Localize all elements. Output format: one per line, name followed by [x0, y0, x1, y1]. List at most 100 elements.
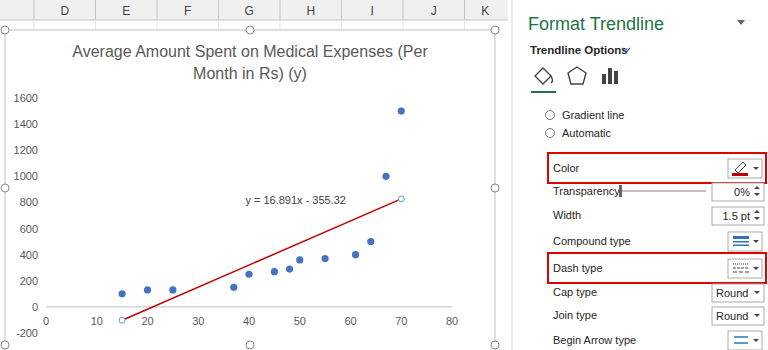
- property-label: Compound type: [553, 235, 631, 247]
- dropdown-arrow: [753, 240, 759, 243]
- resize-handle[interactable]: [246, 341, 254, 349]
- resize-handle[interactable]: [246, 26, 254, 34]
- data-point[interactable]: [322, 255, 329, 262]
- select-value: Round: [716, 287, 748, 299]
- data-point[interactable]: [169, 286, 176, 293]
- fill-line-icon-drop: [551, 76, 553, 83]
- screenshot: D E F G H I J K Average Amount Spent on Medical …: [0, 0, 768, 350]
- data-point[interactable]: [144, 286, 151, 293]
- x-tick-label: 30: [192, 315, 204, 327]
- column-separator: [341, 0, 342, 20]
- y-tick-label: 200: [20, 275, 38, 287]
- spin-value: 1.5 pt: [722, 210, 750, 222]
- column-letter[interactable]: J: [431, 4, 437, 18]
- data-point[interactable]: [271, 268, 278, 275]
- highlight-box: [548, 253, 766, 283]
- pane-menu-arrow[interactable]: [737, 20, 745, 25]
- options-icon: [608, 68, 612, 84]
- color-button[interactable]: [728, 159, 762, 178]
- dash-icon: [733, 272, 749, 273]
- arrow-icon: [734, 337, 748, 343]
- dropdown-arrow: [753, 267, 759, 270]
- arrow-button[interactable]: [728, 331, 762, 350]
- header-border: [0, 20, 508, 21]
- y-tick-label: 1200: [14, 144, 38, 156]
- active-tab-underline: [531, 91, 556, 93]
- column-letter[interactable]: K: [481, 4, 489, 18]
- data-point[interactable]: [245, 271, 252, 278]
- spin-box[interactable]: [712, 183, 764, 201]
- x-tick-label: 80: [446, 315, 458, 327]
- y-tick-label: 800: [20, 196, 38, 208]
- data-point[interactable]: [119, 290, 126, 297]
- title-line: Month in Rs) (y): [193, 65, 307, 82]
- compound-icon: [733, 245, 749, 247]
- x-tick-label: 70: [395, 315, 407, 327]
- slider-track: [620, 190, 706, 192]
- y-tick-label: -200: [16, 327, 38, 339]
- chart-frame[interactable]: [5, 30, 495, 350]
- dropdown-arrow: [754, 291, 760, 294]
- column-letter[interactable]: G: [245, 4, 254, 18]
- data-point[interactable]: [367, 238, 374, 245]
- dash-button[interactable]: [728, 259, 762, 278]
- select-box[interactable]: [712, 307, 764, 325]
- trendline[interactable]: [122, 199, 401, 320]
- column-separator: [464, 0, 465, 20]
- data-point[interactable]: [382, 173, 389, 180]
- select-box[interactable]: [712, 284, 764, 302]
- spin-box[interactable]: [712, 207, 764, 225]
- format-pane: Format Trendline Trendline Options Gradien…: [512, 0, 768, 350]
- resize-handle[interactable]: [491, 184, 499, 192]
- x-tick-label: 20: [141, 315, 153, 327]
- section-chevron[interactable]: [622, 48, 630, 52]
- options-icon[interactable]: [602, 74, 606, 84]
- data-point[interactable]: [398, 107, 405, 114]
- y-tick-label: 0: [32, 301, 38, 313]
- slider-thumb[interactable]: [619, 185, 622, 197]
- chart: Average Amount Spent on Medical Expenses…: [1, 26, 499, 350]
- section-tab[interactable]: Trendline Options: [530, 44, 628, 56]
- radio-label[interactable]: Gradient line: [562, 109, 624, 121]
- data-point[interactable]: [352, 251, 359, 258]
- resize-handle[interactable]: [1, 26, 9, 34]
- plot-area: [119, 107, 405, 323]
- resize-handle[interactable]: [491, 26, 499, 34]
- column-separator: [157, 0, 158, 20]
- resize-handle[interactable]: [1, 184, 9, 192]
- data-point[interactable]: [230, 284, 237, 291]
- radio-label[interactable]: Automatic: [562, 127, 611, 139]
- property-label: Color: [553, 162, 580, 174]
- options-icon: [614, 71, 618, 84]
- data-point[interactable]: [286, 265, 293, 272]
- pane-title: Format Trendline: [528, 14, 664, 34]
- dash-icon: [733, 268, 749, 269]
- effects-icon[interactable]: [568, 67, 586, 84]
- x-tick-label: 40: [243, 315, 255, 327]
- property-label: Begin Arrow type: [553, 334, 636, 346]
- radio-button[interactable]: [546, 111, 555, 120]
- property-label: Width: [553, 209, 581, 221]
- trendline-handle[interactable]: [119, 317, 125, 323]
- column-letter[interactable]: D: [60, 4, 69, 18]
- trendline-handle[interactable]: [398, 196, 404, 202]
- column-letter[interactable]: H: [306, 4, 315, 18]
- chart-title: Average Amount Spent on Medical Expenses…: [72, 43, 428, 82]
- resize-handle[interactable]: [491, 341, 499, 349]
- compound-button[interactable]: [728, 232, 762, 251]
- dropdown-arrow: [754, 314, 760, 317]
- y-tick-label: 1000: [14, 170, 38, 182]
- resize-handle[interactable]: [1, 341, 9, 349]
- column-letter[interactable]: E: [122, 4, 130, 18]
- radio-button[interactable]: [546, 129, 555, 138]
- column-letter[interactable]: F: [184, 4, 191, 18]
- column-letter[interactable]: I: [371, 4, 374, 18]
- title-line: Average Amount Spent on Medical Expenses…: [72, 43, 428, 60]
- compound-icon: [733, 236, 749, 239]
- fill-line-icon[interactable]: [535, 68, 551, 84]
- pen-icon: [735, 162, 746, 173]
- y-tick-label: 400: [20, 249, 38, 261]
- spin-arrows: [754, 186, 760, 196]
- data-point[interactable]: [296, 256, 303, 263]
- x-axis-line: [46, 306, 452, 307]
